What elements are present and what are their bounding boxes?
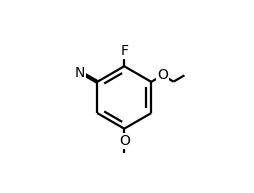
Text: O: O — [157, 68, 168, 82]
Text: O: O — [119, 134, 130, 148]
Text: F: F — [120, 44, 128, 58]
Text: N: N — [74, 66, 85, 80]
